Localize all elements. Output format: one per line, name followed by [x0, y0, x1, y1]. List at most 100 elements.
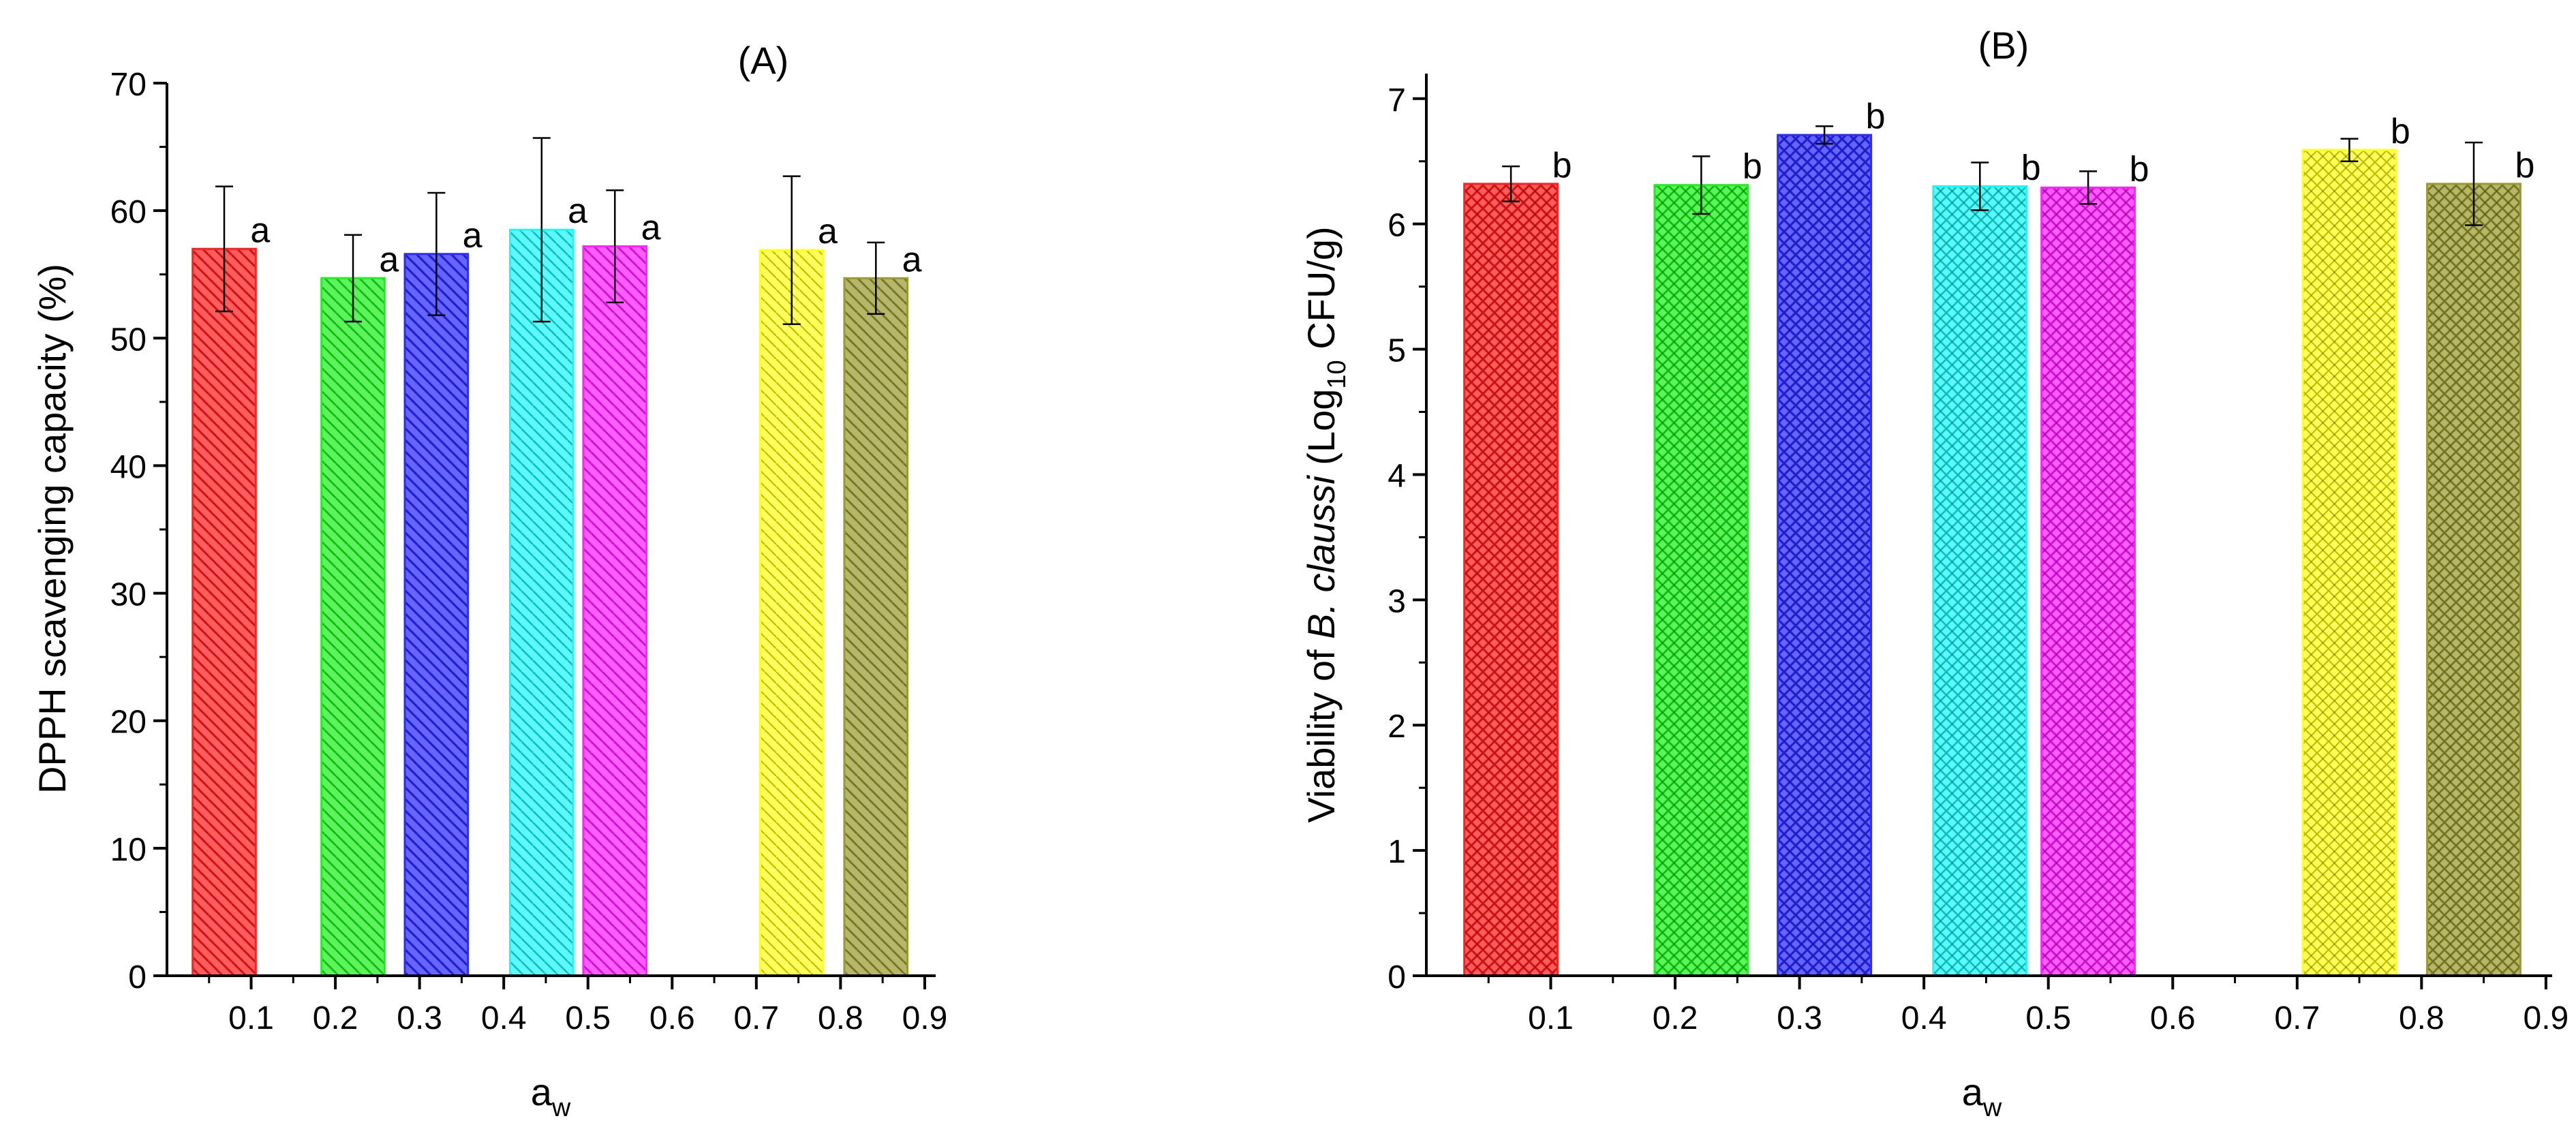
panel-b-bar [1932, 185, 2028, 977]
panel-a-y-tick-label: 40 [110, 449, 147, 485]
panel-b-x-tick-label: 0.5 [2025, 1000, 2071, 1036]
panel-a-error-bar [215, 185, 234, 313]
panel-a-bar [582, 245, 648, 977]
panel-a-x-tick-label: 0.8 [818, 1000, 863, 1036]
panel-a-x-axis-label: aw [531, 1070, 571, 1122]
panel-b-x-axis-label-main: a [1962, 1070, 1984, 1113]
panel-b-y-tick-label: 1 [1387, 834, 1406, 870]
panel-a-x-tick-label: 0.6 [649, 1000, 695, 1036]
panel-b-bars [1463, 134, 2521, 977]
panel-a-y-tick-label: 70 [110, 67, 147, 103]
panel-a-bar-letter: a [818, 212, 838, 251]
panel-b-error-bar [1502, 165, 1520, 202]
panel-b-y-tick-label: 0 [1387, 959, 1406, 996]
panel-b-error-bars [1502, 125, 2483, 226]
panel-b-x-axis-label-subscript: w [1982, 1094, 2002, 1122]
panel-b-bar-letter: b [2391, 112, 2410, 151]
panel-a-bar [508, 228, 574, 977]
panel-a-error-bar [344, 234, 363, 323]
panel-b-bar [1777, 134, 1873, 977]
panel-b-bar-letter: b [1866, 97, 1886, 136]
panel-b-y-label-prefix: Viability of [1300, 639, 1343, 823]
panel-a-error-bar [532, 137, 551, 323]
panel-a-y-tick-label: 0 [128, 959, 147, 996]
panel-a-y-tick-label: 60 [110, 194, 147, 230]
panel-a-y-axis-label: DPPH scavenging capacity (%) [31, 264, 74, 794]
panel-b-error-bar [1692, 155, 1711, 215]
panel-a-x-tick-label: 0.4 [481, 1000, 527, 1036]
panel-b-y-label-subscript: 10 [1323, 360, 1351, 388]
panel-a-x-tick-label: 0.1 [228, 1000, 274, 1036]
panel-a-error-bar [427, 191, 446, 316]
panel-a-bar [320, 277, 386, 977]
panel-b-x-axis-label: aw [1962, 1070, 2002, 1122]
panel-b-bar-letter: b [2021, 149, 2041, 188]
chart-panel-a: (A) a a a a a a a 0 10 20 30 40 50 60 70 0.1 0.2 0.3 0.4… [31, 39, 947, 1122]
panel-a-y-tick-label: 30 [110, 577, 147, 613]
panel-b-x-tick-label: 0.6 [2150, 1000, 2196, 1036]
panel-b-x-tick-label: 0.2 [1653, 1000, 1698, 1036]
panel-b-y-axis-label: Viability of B. claussi (Log10 CFU/g) [1300, 226, 1351, 822]
panel-a-x-tick-label: 0.9 [902, 1000, 948, 1036]
panel-a-bar [843, 277, 909, 977]
panel-b-y-tick-label: 5 [1387, 333, 1406, 369]
panel-b-y-tick-label: 6 [1387, 208, 1406, 244]
panel-b-x-tick-label: 0.3 [1777, 1000, 1822, 1036]
panel-a-title: (A) [738, 39, 789, 82]
panel-a-error-bar [782, 175, 801, 325]
panel-b-bar [2301, 149, 2397, 977]
panel-a-y-tick-label: 10 [110, 832, 147, 868]
panel-b-x-ticks: 0.1 0.2 0.3 0.4 0.5 0.6 0.7 0.8 0.9 [1487, 976, 2569, 1036]
panel-b-bar-labels: b b b b b b b [1552, 97, 2535, 189]
panel-a-error-bar [606, 189, 624, 304]
panel-a-x-axis-label-subscript: w [551, 1094, 571, 1122]
panel-a-bar-letter: a [463, 216, 482, 256]
panel-a-x-tick-label: 0.3 [397, 1000, 442, 1036]
panel-b-y-ticks: 0 1 2 3 4 5 6 7 [1387, 82, 1426, 996]
panel-a-bar-labels: a a a a a a a [250, 191, 921, 279]
panel-b-y-label-suffix: CFU/g) [1300, 226, 1343, 360]
panel-b-x-tick-label: 0.9 [2524, 1000, 2569, 1036]
panel-b-y-label-italic: B. claussi [1300, 475, 1343, 639]
panel-b-y-tick-label: 3 [1387, 583, 1406, 619]
panel-b-bar [2426, 183, 2521, 977]
panel-a-bar [191, 247, 257, 977]
panel-b-bar-letter: b [2130, 149, 2149, 189]
panel-a-bars [191, 228, 909, 977]
panel-a-y-tick-label: 50 [110, 322, 147, 358]
panel-b-bar-letter: b [1552, 146, 1572, 185]
panel-a-error-bar [867, 241, 885, 315]
panel-b-bar [1653, 184, 1749, 977]
panel-b-x-tick-label: 0.1 [1528, 1000, 1574, 1036]
panel-b-error-bar [1971, 161, 1989, 211]
panel-b-error-bar [2079, 170, 2098, 205]
panel-a-bar-letter: a [379, 240, 399, 279]
panel-b-error-bar [1815, 125, 1834, 145]
panel-a-x-tick-label: 0.2 [313, 1000, 358, 1036]
panel-a-y-tick-label: 20 [110, 705, 147, 741]
panel-a-x-axis-label-main: a [531, 1070, 553, 1113]
panel-a-bar [403, 253, 470, 977]
panel-a-bar-letter: a [902, 240, 922, 279]
panel-b-x-tick-label: 0.4 [1901, 1000, 1947, 1036]
panel-b-y-label-middle: (Log [1300, 389, 1343, 476]
panel-b-error-bar [2464, 141, 2483, 226]
panel-b-y-tick-label: 7 [1387, 82, 1406, 119]
panel-a-bar-letter: a [568, 191, 587, 231]
panel-a-x-tick-label: 0.5 [565, 1000, 611, 1036]
panel-a-bar-letter: a [641, 209, 661, 248]
panel-b-x-tick-label: 0.7 [2274, 1000, 2320, 1036]
panel-b-y-tick-label: 4 [1387, 458, 1406, 494]
panel-a-bar-letter: a [250, 211, 270, 250]
panel-a-x-ticks: 0.1 0.2 0.3 0.4 0.5 0.6 0.7 0.8 0.9 [208, 976, 948, 1036]
panel-b-bar [2040, 186, 2136, 977]
panel-b-bar-letter: b [1743, 147, 1762, 187]
panel-a-y-ticks: 0 10 20 30 40 50 60 70 [110, 67, 167, 996]
panel-b-bar [1463, 183, 1559, 977]
panel-a-x-tick-label: 0.7 [733, 1000, 779, 1036]
panel-b-error-bar [2340, 138, 2359, 162]
panel-b-title: (B) [1978, 24, 2029, 67]
panel-b-x-tick-label: 0.8 [2399, 1000, 2444, 1036]
